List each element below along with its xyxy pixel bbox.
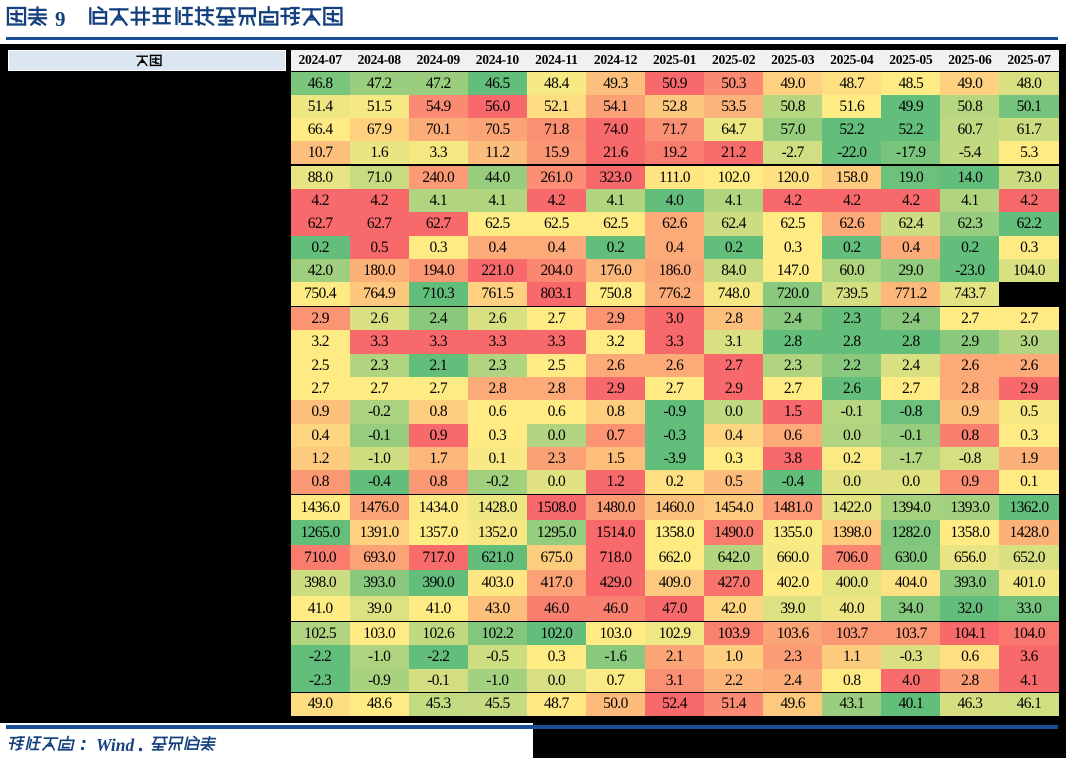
svg-text:9: 9: [55, 7, 66, 31]
svg-text:Wind: Wind: [96, 735, 135, 755]
